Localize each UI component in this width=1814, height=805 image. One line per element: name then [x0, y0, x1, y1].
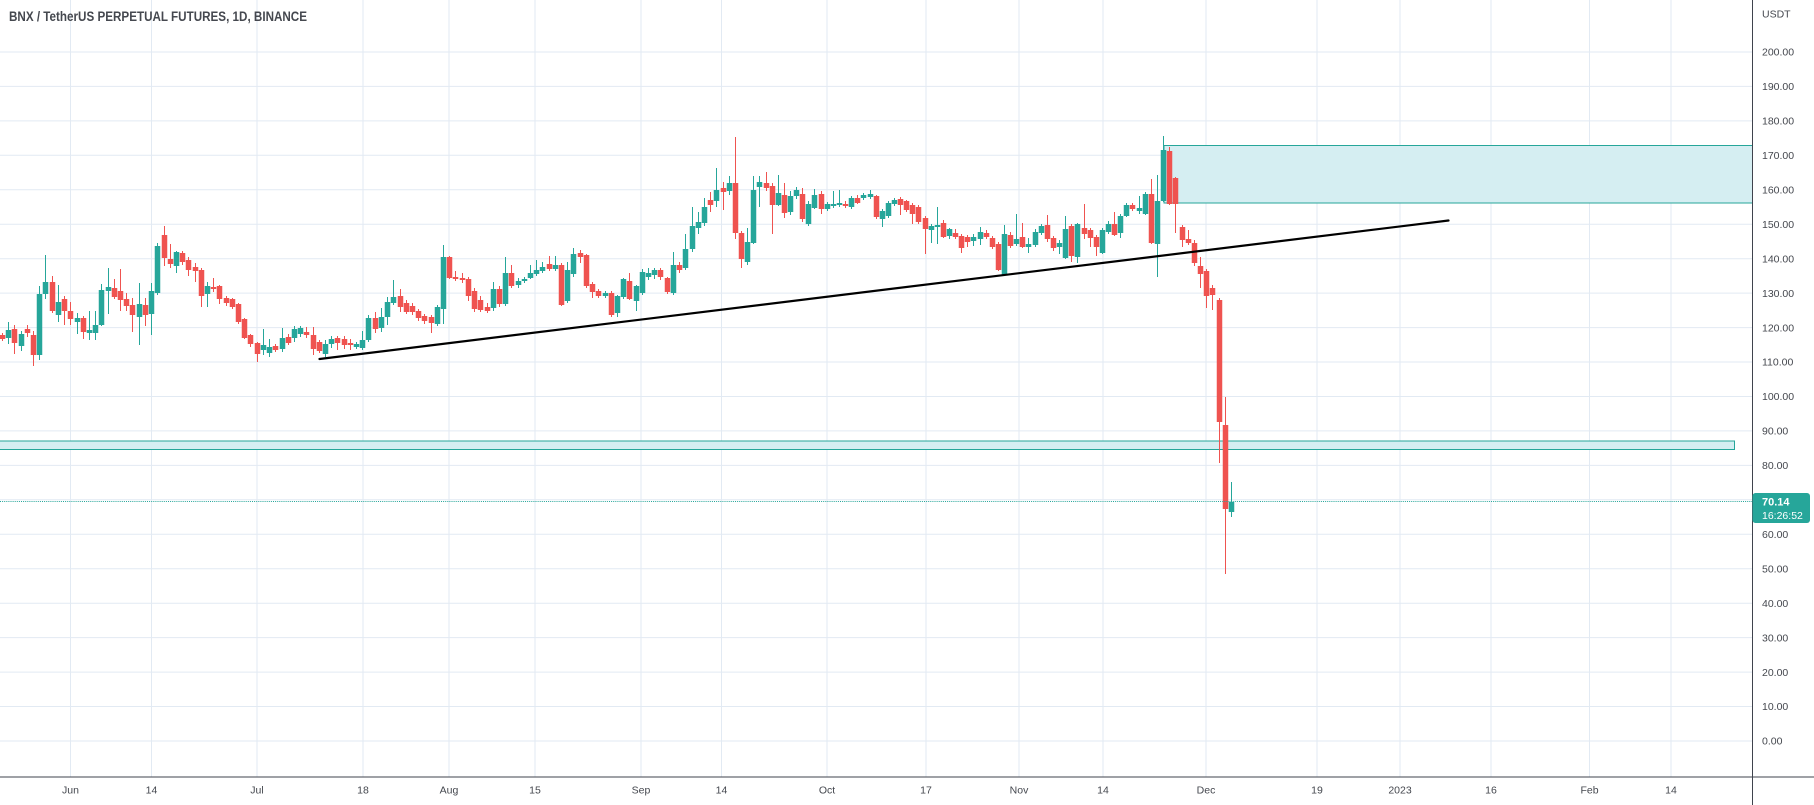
svg-text:80.00: 80.00: [1762, 460, 1788, 472]
svg-text:60.00: 60.00: [1762, 529, 1788, 541]
svg-text:14: 14: [146, 785, 158, 797]
svg-text:Nov: Nov: [1010, 785, 1029, 797]
svg-text:180.00: 180.00: [1762, 116, 1794, 128]
svg-text:BNX / TetherUS PERPETUAL FUTUR: BNX / TetherUS PERPETUAL FUTURES, 1D, BI…: [9, 9, 307, 24]
svg-text:150.00: 150.00: [1762, 219, 1794, 231]
svg-text:90.00: 90.00: [1762, 426, 1788, 438]
svg-text:15: 15: [529, 785, 541, 797]
svg-text:Sep: Sep: [632, 785, 651, 797]
svg-text:140.00: 140.00: [1762, 253, 1794, 265]
svg-text:160.00: 160.00: [1762, 185, 1794, 197]
svg-text:120.00: 120.00: [1762, 322, 1794, 334]
svg-text:Aug: Aug: [440, 785, 459, 797]
svg-text:Oct: Oct: [819, 785, 835, 797]
svg-text:14: 14: [1097, 785, 1109, 797]
svg-text:10.00: 10.00: [1762, 701, 1788, 713]
svg-text:USDT: USDT: [1762, 9, 1791, 21]
svg-text:50.00: 50.00: [1762, 564, 1788, 576]
svg-text:19: 19: [1311, 785, 1323, 797]
svg-text:200.00: 200.00: [1762, 47, 1794, 59]
svg-text:Feb: Feb: [1580, 785, 1598, 797]
svg-text:18: 18: [357, 785, 369, 797]
svg-text:Jul: Jul: [250, 785, 263, 797]
svg-text:20.00: 20.00: [1762, 667, 1788, 679]
svg-text:30.00: 30.00: [1762, 632, 1788, 644]
svg-text:170.00: 170.00: [1762, 150, 1794, 162]
svg-text:Jun: Jun: [62, 785, 79, 797]
svg-text:130.00: 130.00: [1762, 288, 1794, 300]
svg-text:100.00: 100.00: [1762, 391, 1794, 403]
svg-text:110.00: 110.00: [1762, 357, 1793, 369]
svg-text:40.00: 40.00: [1762, 598, 1788, 610]
svg-text:0.00: 0.00: [1762, 736, 1783, 748]
svg-text:14: 14: [1665, 785, 1677, 797]
svg-text:Dec: Dec: [1197, 785, 1216, 797]
svg-text:70.14: 70.14: [1762, 497, 1790, 509]
svg-text:16: 16: [1485, 785, 1497, 797]
svg-text:14: 14: [716, 785, 728, 797]
svg-text:16:26:52: 16:26:52: [1762, 510, 1803, 522]
svg-text:190.00: 190.00: [1762, 81, 1794, 93]
svg-text:2023: 2023: [1388, 785, 1412, 797]
svg-text:17: 17: [920, 785, 932, 797]
